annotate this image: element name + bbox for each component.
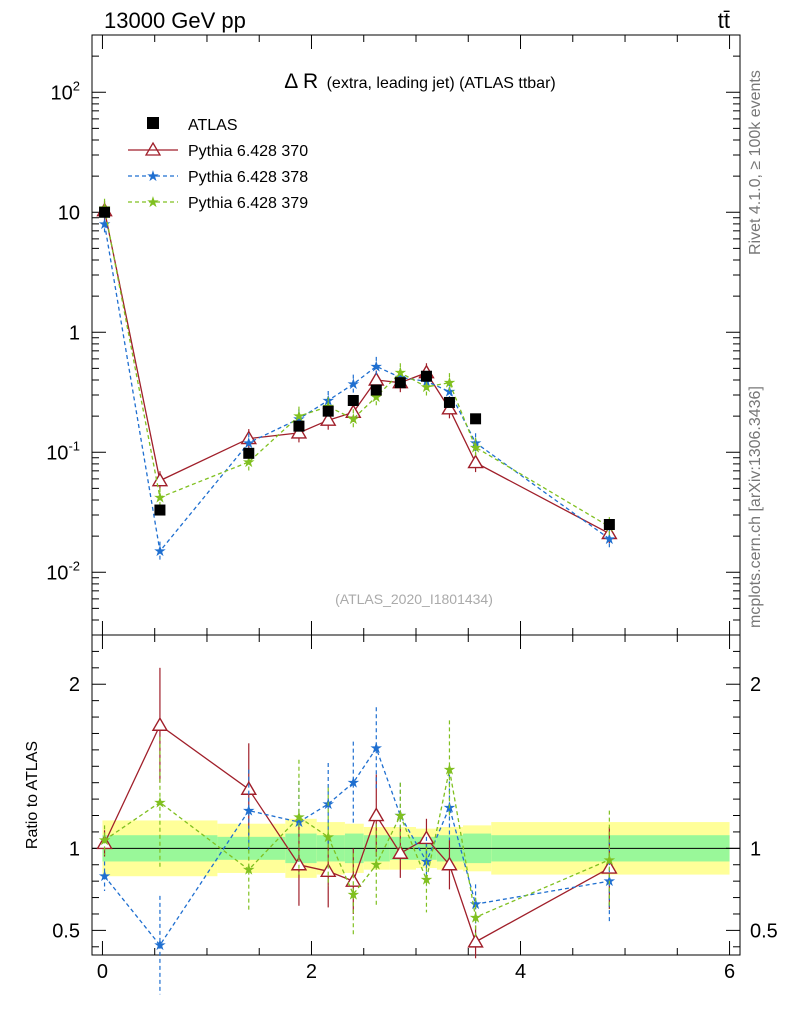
main-y-tick-label: 1 <box>69 322 80 344</box>
x-tick-label: 0 <box>97 961 108 983</box>
data-point <box>470 413 482 425</box>
legend-label-370: Pythia 6.428 370 <box>188 143 308 160</box>
point-ratio <box>368 807 385 822</box>
legend-label-378: Pythia 6.428 378 <box>188 169 308 186</box>
series-line-ratio <box>104 746 610 947</box>
point-main: ★ <box>153 543 166 560</box>
point-ratio: ★ <box>469 909 482 926</box>
point-ratio: ★ <box>153 937 166 954</box>
ratio-ylabel: Ratio to ATLAS <box>24 741 41 849</box>
point-main: ★ <box>347 411 360 428</box>
point-ratio: ★ <box>98 868 111 885</box>
x-tick-label: 2 <box>306 961 317 983</box>
legend-marker-378: ★ <box>146 168 159 185</box>
ratio-y-tick-label-right: 1 <box>750 838 761 860</box>
data-point <box>154 504 166 516</box>
legend-marker-370 <box>144 141 162 156</box>
data-point <box>603 519 615 531</box>
legend-label-data: ATLAS <box>188 117 238 134</box>
point-ratio: ★ <box>292 814 305 831</box>
ratio-y-tick-label-left: 1 <box>69 838 80 860</box>
data-layer <box>99 206 615 531</box>
data-point <box>443 396 455 408</box>
point-ratio <box>151 716 169 731</box>
axis-tick-labels: 0 2 4 6 102 10 1 10-1 10-2 2 2 1 1 0.5 0.5 <box>46 78 778 983</box>
process-label: tt̄ <box>718 8 730 33</box>
point-main: ★ <box>443 384 456 401</box>
point-ratio: ★ <box>242 803 255 820</box>
point-ratio: ★ <box>394 808 407 825</box>
x-tick-label: 6 <box>724 961 735 983</box>
data-point <box>420 370 432 382</box>
ratio-y-tick-label-right: 2 <box>750 674 761 696</box>
main-y-tick-label: 10-1 <box>46 438 80 464</box>
point-main <box>151 472 169 487</box>
data-point <box>293 420 305 432</box>
data-point <box>394 377 406 389</box>
point-ratio <box>290 856 308 871</box>
point-ratio: ★ <box>420 872 433 889</box>
axis-ticks <box>92 34 740 955</box>
ratio-frame <box>91 634 741 956</box>
point-ratio <box>345 872 362 887</box>
series-line-main <box>103 210 610 535</box>
point-main: ★ <box>370 358 383 375</box>
legend-label-379: Pythia 6.428 379 <box>188 195 308 212</box>
ratio-y-tick-label-left: 2 <box>69 674 80 696</box>
point-ratio <box>441 856 458 871</box>
ratio-y-tick-label-right: 0.5 <box>750 920 778 942</box>
point-main: ★ <box>242 435 255 452</box>
data-point <box>99 206 111 218</box>
point-main <box>290 424 308 439</box>
point-ratio: ★ <box>98 832 111 849</box>
data-point <box>243 447 255 459</box>
point-main: ★ <box>603 531 616 548</box>
analysis-id: (ATLAS_2020_I1801434) <box>335 591 493 607</box>
point-ratio: ★ <box>443 762 456 779</box>
point-main: ★ <box>153 489 166 506</box>
point-ratio: ★ <box>321 829 334 846</box>
beam-label: 13000 GeV pp <box>104 8 246 33</box>
legend-marker-data <box>147 117 159 129</box>
point-ratio: ★ <box>347 775 360 792</box>
chart-title: Δ R (extra, leading jet) (ATLAS ttbar) <box>284 70 555 93</box>
point-ratio <box>319 862 337 878</box>
point-ratio: ★ <box>603 852 616 869</box>
point-main: ★ <box>420 379 433 396</box>
point-ratio: ★ <box>242 862 255 879</box>
point-ratio: ★ <box>347 886 360 903</box>
point-main: ★ <box>443 375 456 392</box>
legend: ATLAS Pythia 6.428 370 ★ Pythia 6.428 37… <box>128 117 308 212</box>
rivet-label: Rivet 4.1.0, ≥ 100k events <box>747 70 764 255</box>
main-y-tick-label: 102 <box>51 78 80 104</box>
series-line-ratio <box>103 724 610 943</box>
data-point <box>347 394 359 406</box>
point-main <box>467 454 484 469</box>
point-ratio: ★ <box>292 809 305 826</box>
point-main: ★ <box>469 439 482 456</box>
point-main <box>319 411 337 426</box>
point-ratio: ★ <box>370 857 383 874</box>
point-ratio: ★ <box>153 794 166 811</box>
data-point <box>370 384 382 396</box>
data-point <box>322 405 334 417</box>
main-y-tick-label: 10-2 <box>46 558 80 584</box>
point-ratio <box>392 844 409 859</box>
legend-marker-379: ★ <box>146 194 159 211</box>
x-tick-label: 4 <box>515 961 526 983</box>
point-main: ★ <box>347 376 360 393</box>
point-main: ★ <box>98 216 111 233</box>
series-line-main <box>103 208 610 528</box>
main-y-tick-label: 10 <box>58 202 80 224</box>
series-line-ratio <box>104 769 610 919</box>
mcplots-label: mcplots.cern.ch [arXiv:1306.3436] <box>747 386 764 628</box>
point-ratio: ★ <box>370 740 383 757</box>
point-ratio <box>467 933 484 948</box>
ratio-y-tick-label-left: 0.5 <box>52 920 80 942</box>
